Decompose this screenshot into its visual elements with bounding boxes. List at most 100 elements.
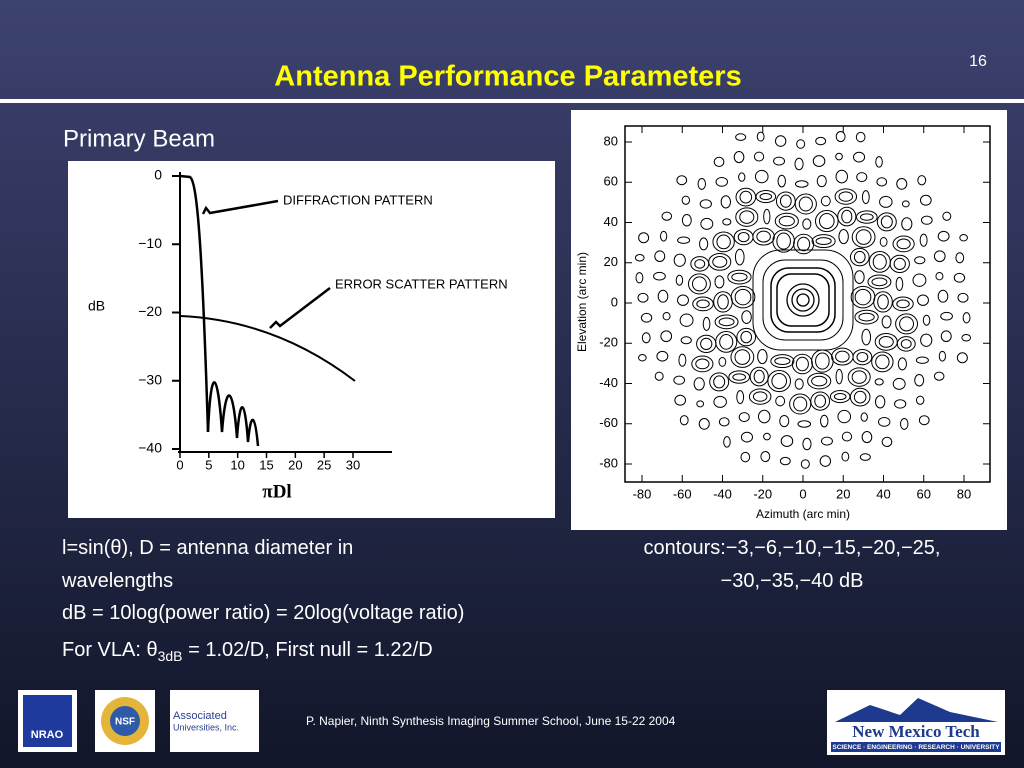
x-tick-label: 60 <box>917 486 931 501</box>
contour <box>679 313 694 327</box>
contour <box>774 212 799 230</box>
contour <box>837 206 857 227</box>
contour <box>634 254 645 262</box>
contour <box>798 196 813 212</box>
contour <box>748 388 772 405</box>
contour <box>893 257 906 271</box>
contour <box>835 350 850 363</box>
contour <box>912 273 927 287</box>
contour <box>660 230 668 242</box>
y-tick-label: 0 <box>611 294 618 309</box>
contour <box>780 435 794 447</box>
contour <box>855 210 878 224</box>
x-tick-label: 80 <box>957 486 971 501</box>
contour <box>720 195 732 209</box>
contour <box>753 369 765 384</box>
contour <box>776 273 830 327</box>
contour <box>855 229 872 245</box>
contour <box>900 417 909 430</box>
contour <box>695 358 710 370</box>
contour <box>758 409 771 424</box>
sidelobes <box>206 381 260 447</box>
db-text: dB = 10log(power ratio) = 20log(voltage … <box>62 602 465 624</box>
contour <box>847 367 871 387</box>
contour <box>693 377 705 391</box>
contour <box>852 151 866 163</box>
contour <box>694 259 706 269</box>
logo-text: New Mexico Tech <box>852 722 980 741</box>
contour <box>942 211 952 221</box>
contour <box>874 395 886 409</box>
contour <box>815 237 832 246</box>
contour <box>713 395 727 408</box>
contour <box>712 231 735 253</box>
contour <box>892 377 906 390</box>
contour <box>635 272 644 284</box>
contour <box>867 274 892 290</box>
contour <box>877 417 891 427</box>
plot-frame <box>624 125 991 483</box>
contour <box>914 256 926 265</box>
logo-nrao: NRAO <box>18 690 77 752</box>
logo-nsf: NSF <box>95 690 155 752</box>
contour <box>795 356 809 372</box>
contour <box>919 233 928 247</box>
contour <box>678 353 687 367</box>
contour <box>657 289 669 303</box>
contour <box>654 371 664 381</box>
contour <box>773 156 786 166</box>
contour <box>920 215 933 225</box>
contour <box>959 234 968 242</box>
contour <box>718 317 735 327</box>
contour <box>715 177 729 187</box>
contour <box>834 188 858 205</box>
contour <box>733 151 745 164</box>
contour <box>712 256 728 268</box>
contour <box>811 375 828 387</box>
contour <box>713 375 726 389</box>
contour <box>715 330 738 353</box>
contour <box>776 232 791 250</box>
contour <box>955 252 965 264</box>
contour <box>841 451 850 462</box>
contour <box>767 370 792 393</box>
contour <box>835 152 843 161</box>
contour <box>838 191 854 202</box>
contour <box>878 336 894 348</box>
contour <box>740 330 753 344</box>
contour <box>851 370 867 384</box>
contour <box>877 294 889 310</box>
contour <box>774 135 787 147</box>
contour <box>915 356 929 364</box>
contour <box>815 352 830 370</box>
contour <box>938 350 946 362</box>
subtitle: Primary Beam <box>63 125 215 152</box>
contour <box>812 155 826 167</box>
contour <box>638 232 650 244</box>
contour-figure: Elevation (arc min) Azimuth (arc min) 80… <box>571 110 1007 530</box>
contour <box>892 235 915 253</box>
contour <box>802 437 812 451</box>
contour <box>661 211 673 221</box>
contour <box>922 314 931 326</box>
contour <box>802 218 812 230</box>
contour <box>814 210 839 233</box>
x-tick-label: 20 <box>288 457 302 472</box>
contour <box>914 373 925 387</box>
contour <box>860 412 868 422</box>
contour <box>794 193 817 215</box>
y-tick-label: −10 <box>138 235 162 251</box>
x-tick-label: 5 <box>205 457 212 472</box>
contour <box>763 432 771 441</box>
contour <box>901 200 910 208</box>
y-tick-label: 20 <box>604 254 618 269</box>
contour <box>819 455 832 467</box>
contour <box>637 292 649 303</box>
contour <box>756 131 765 142</box>
contour <box>962 312 971 324</box>
contour <box>727 269 752 285</box>
x-tick-label: 15 <box>259 457 273 472</box>
logo-text: NRAO <box>31 729 64 741</box>
contour <box>723 436 731 448</box>
contour <box>771 373 788 390</box>
